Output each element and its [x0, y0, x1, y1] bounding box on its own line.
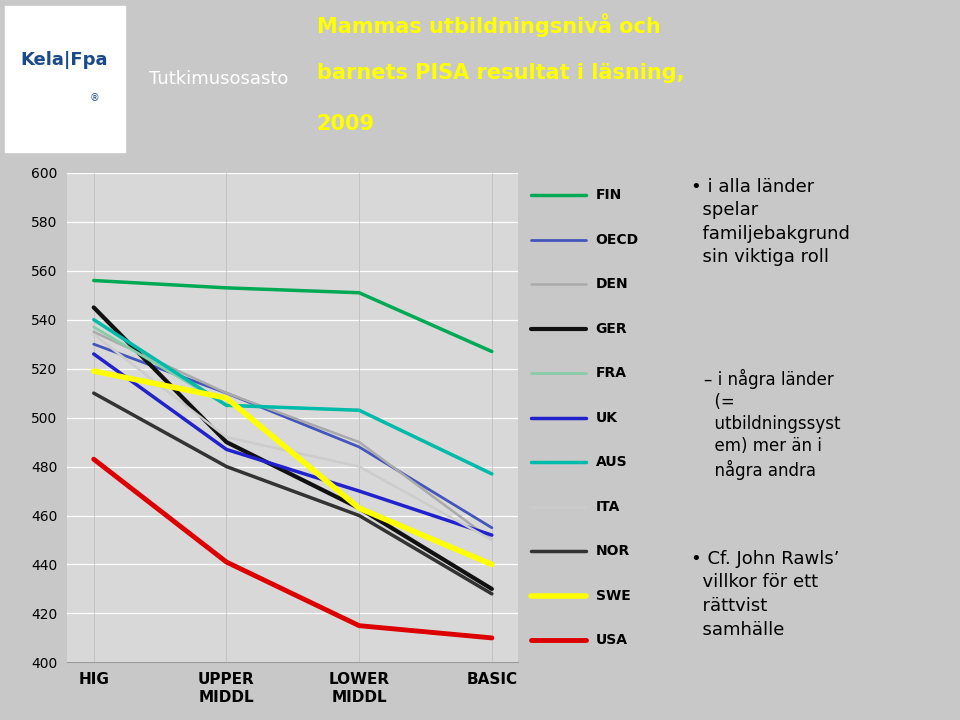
Text: ITA: ITA [595, 500, 620, 513]
Text: FIN: FIN [595, 188, 622, 202]
Text: ®: ® [89, 93, 99, 103]
Text: SWE: SWE [595, 589, 631, 603]
FancyBboxPatch shape [5, 6, 125, 152]
Text: 2009: 2009 [317, 114, 375, 134]
Text: Tutkimusosasto: Tutkimusosasto [149, 71, 288, 89]
Text: FRA: FRA [595, 366, 627, 380]
Text: – i några länder
  (=
  utbildningssyst
  em) mer än i
  några andra: – i några länder (= utbildningssyst em) … [705, 369, 841, 480]
Text: DEN: DEN [595, 277, 628, 291]
Text: UK: UK [595, 410, 617, 425]
Text: Mammas utbildningsnivå och: Mammas utbildningsnivå och [317, 13, 660, 37]
Text: AUS: AUS [595, 455, 627, 469]
Text: • Cf. John Rawls’
  villkor för ett
  rättvist
  samhälle: • Cf. John Rawls’ villkor för ett rättvi… [691, 550, 840, 639]
Text: • i alla länder
  spelar
  familjebakgrund
  sin viktiga roll: • i alla länder spelar familjebakgrund s… [691, 178, 850, 266]
Text: OECD: OECD [595, 233, 638, 246]
Text: Kela|Fpa: Kela|Fpa [20, 51, 108, 69]
Text: GER: GER [595, 322, 627, 336]
Text: barnets PISA resultat i läsning,: barnets PISA resultat i läsning, [317, 63, 684, 84]
Text: USA: USA [595, 633, 628, 647]
Text: NOR: NOR [595, 544, 630, 558]
